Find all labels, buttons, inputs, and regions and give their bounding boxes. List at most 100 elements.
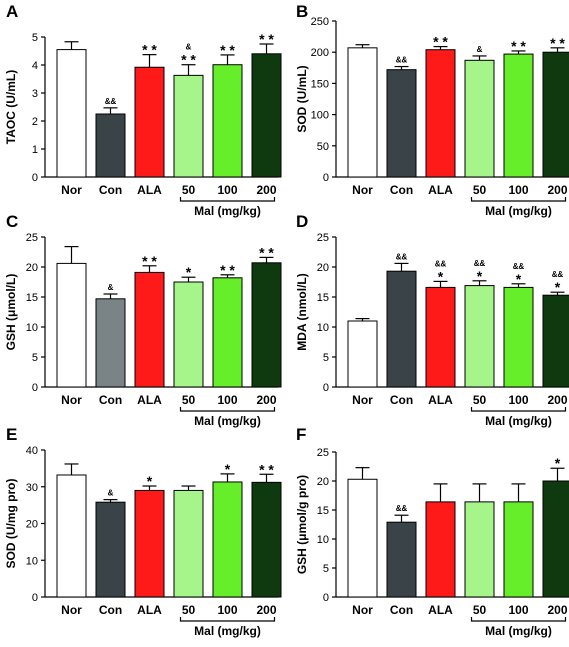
significance-star: * * — [220, 42, 235, 58]
group-bracket — [470, 617, 567, 622]
significance-star: * * — [142, 253, 157, 269]
group-label: Mal (mg/kg) — [194, 414, 261, 428]
significance-amp: && — [396, 56, 408, 65]
panel-letter: D — [296, 212, 308, 231]
y-tick-label: 0 — [32, 592, 38, 604]
y-tick-label: 0 — [32, 382, 38, 394]
significance-star: * — [555, 455, 561, 471]
bar-nor — [56, 474, 87, 598]
group-bracket — [179, 617, 276, 622]
bar-50 — [173, 74, 204, 178]
y-tick-label: 100 — [311, 110, 329, 122]
significance-amp: && — [513, 262, 525, 271]
bar-ala — [425, 286, 456, 388]
bar-nor — [347, 47, 378, 178]
x-tick-label: ALA — [137, 393, 162, 407]
bar-200 — [251, 481, 282, 598]
bar-con — [95, 298, 126, 388]
x-tick-label: 200 — [256, 393, 276, 407]
x-tick-label: 100 — [508, 183, 528, 197]
bar-ala — [425, 49, 456, 178]
y-axis-title: GSH (μmol/g pro) — [295, 475, 309, 574]
significance-star: * * — [259, 244, 274, 260]
x-tick-label: 200 — [547, 393, 567, 407]
y-tick-label: 5 — [323, 563, 329, 575]
x-tick-label: Nor — [61, 183, 82, 197]
bar-nor — [347, 478, 378, 598]
x-tick-label: ALA — [137, 183, 162, 197]
y-tick-label: 25 — [317, 232, 329, 244]
y-tick-label: 40 — [26, 445, 38, 457]
panel-B: B 0 50 100 150 200 250 SOD (U/mL) Nor && Con * * ALA… — [295, 2, 569, 218]
x-tick-label: 100 — [217, 183, 237, 197]
x-tick-label: Con — [99, 183, 122, 197]
y-tick-label: 10 — [26, 555, 38, 567]
bar-100 — [212, 64, 243, 178]
y-tick-label: 25 — [26, 232, 38, 244]
significance-star: * * — [259, 31, 274, 47]
bar-con — [95, 501, 126, 598]
bar-200 — [542, 480, 569, 598]
bar-200 — [542, 294, 569, 388]
significance-star: * * — [550, 35, 565, 51]
x-tick-label: Con — [390, 393, 413, 407]
bar-50 — [464, 59, 495, 178]
y-tick-label: 20 — [317, 476, 329, 488]
significance-star: * — [516, 271, 522, 287]
significance-star: * * — [259, 461, 274, 477]
x-tick-label: ALA — [428, 393, 453, 407]
significance-star: * * — [220, 262, 235, 278]
x-tick-label: Nor — [352, 603, 373, 617]
x-tick-label: 100 — [217, 603, 237, 617]
y-axis-title: TAOC (U/mL) — [4, 70, 18, 144]
y-tick-label: 10 — [317, 534, 329, 546]
significance-star: * * — [142, 42, 157, 58]
y-tick-label: 20 — [26, 262, 38, 274]
bar-100 — [212, 481, 243, 598]
bar-100 — [503, 286, 534, 388]
y-tick-label: 20 — [26, 519, 38, 531]
bar-con — [95, 113, 126, 178]
y-tick-label: 15 — [317, 292, 329, 304]
y-axis-title: MDA (nmol/L) — [295, 273, 309, 351]
bar-con — [386, 521, 417, 598]
significance-amp: && — [552, 270, 564, 279]
x-tick-label: 50 — [473, 393, 487, 407]
significance-star: * — [186, 264, 192, 280]
x-tick-label: 50 — [473, 603, 487, 617]
y-tick-label: 5 — [32, 32, 38, 44]
bar-ala — [134, 66, 165, 178]
y-tick-label: 0 — [323, 382, 329, 394]
bar-nor — [347, 320, 378, 388]
y-tick-label: 0 — [323, 592, 329, 604]
y-tick-label: 5 — [323, 352, 329, 364]
panel-E: E 0 10 20 30 40 SOD (U/mg pro) Nor & Con * ALA 50 * 10… — [4, 425, 282, 638]
significance-amp: && — [474, 259, 486, 268]
significance-star: * — [147, 473, 153, 489]
x-tick-label: 50 — [182, 393, 196, 407]
panel-letter: E — [6, 425, 17, 444]
bar-200 — [251, 262, 282, 388]
bar-ala — [134, 271, 165, 388]
y-tick-label: 150 — [311, 78, 329, 90]
significance-amp: & — [108, 283, 114, 292]
y-axis-title: SOD (U/mL) — [295, 65, 309, 132]
significance-amp: && — [105, 97, 117, 106]
x-tick-label: 100 — [508, 603, 528, 617]
y-tick-label: 10 — [26, 322, 38, 334]
x-tick-label: 50 — [473, 183, 487, 197]
x-tick-label: Con — [99, 393, 122, 407]
bar-50 — [464, 285, 495, 388]
x-tick-label: 200 — [547, 603, 567, 617]
group-label: Mal (mg/kg) — [485, 624, 552, 638]
panel-letter: F — [296, 425, 306, 444]
significance-star: * * — [511, 38, 526, 54]
bar-200 — [251, 53, 282, 178]
x-tick-label: 200 — [256, 603, 276, 617]
y-tick-label: 15 — [317, 505, 329, 517]
bar-200 — [542, 51, 569, 178]
group-label: Mal (mg/kg) — [485, 414, 552, 428]
